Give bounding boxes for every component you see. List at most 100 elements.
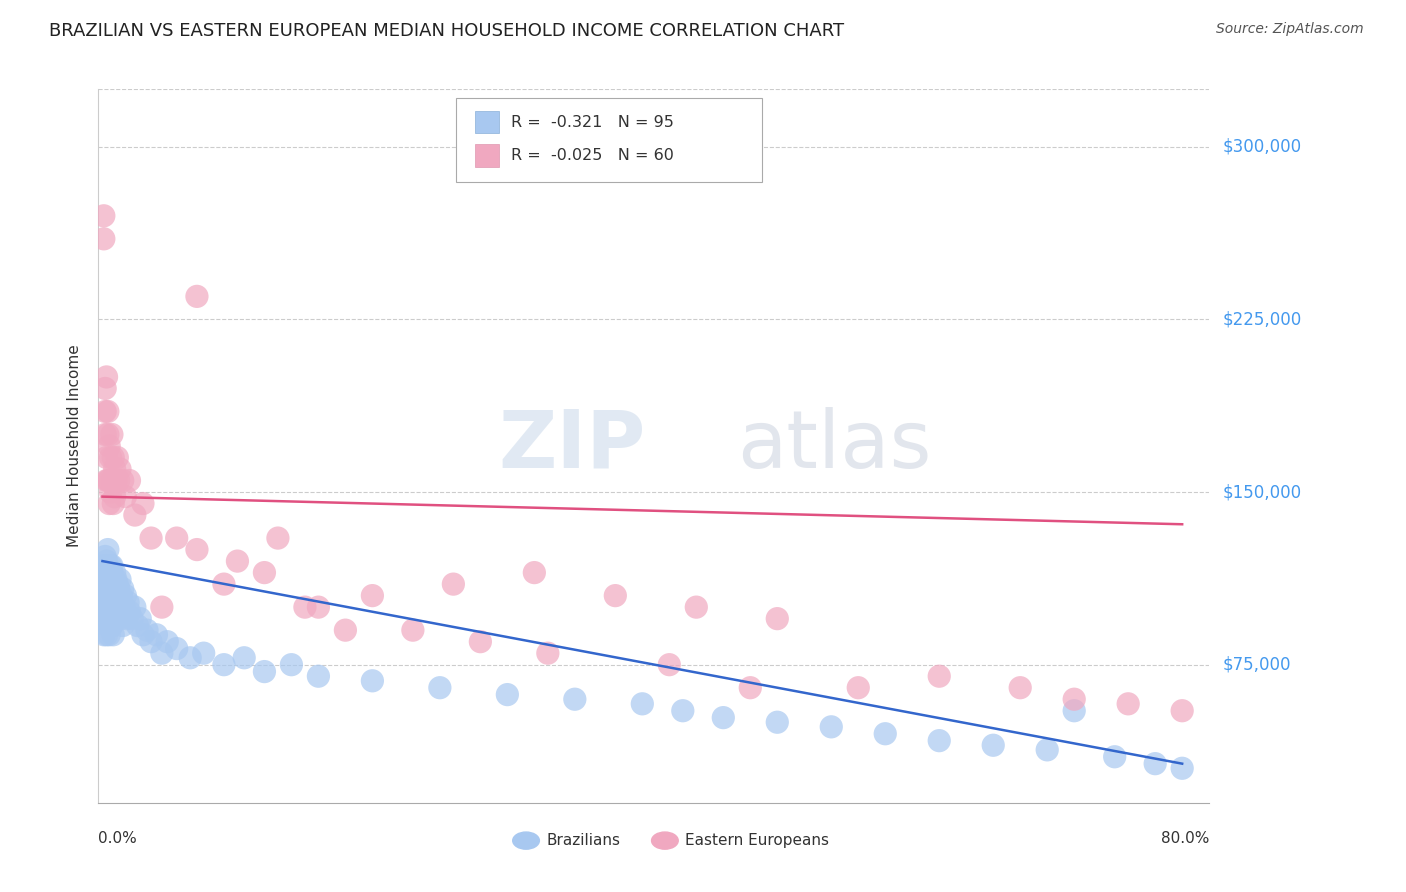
Point bbox=[139, 531, 162, 545]
Point bbox=[537, 646, 560, 660]
Point bbox=[441, 577, 464, 591]
Point bbox=[108, 612, 131, 626]
Point bbox=[93, 582, 115, 596]
Point bbox=[335, 623, 357, 637]
Point bbox=[233, 650, 256, 665]
Text: Eastern Europeans: Eastern Europeans bbox=[685, 833, 830, 848]
Point bbox=[179, 650, 201, 665]
Text: Source: ZipAtlas.com: Source: ZipAtlas.com bbox=[1216, 22, 1364, 37]
Point bbox=[523, 566, 546, 580]
Point bbox=[101, 566, 124, 580]
Text: $150,000: $150,000 bbox=[1223, 483, 1302, 501]
Point bbox=[108, 462, 131, 476]
Text: ZIP: ZIP bbox=[498, 407, 645, 485]
Point bbox=[94, 612, 117, 626]
FancyBboxPatch shape bbox=[456, 98, 762, 182]
Text: $225,000: $225,000 bbox=[1223, 310, 1302, 328]
Point bbox=[1171, 704, 1194, 718]
Point bbox=[93, 209, 115, 223]
Point bbox=[98, 628, 121, 642]
Point bbox=[104, 589, 127, 603]
Point bbox=[740, 681, 762, 695]
Point bbox=[136, 623, 159, 637]
Point bbox=[104, 612, 127, 626]
Point bbox=[1063, 704, 1085, 718]
Point bbox=[98, 566, 121, 580]
Point bbox=[470, 634, 492, 648]
Point bbox=[361, 673, 384, 688]
Text: Brazilians: Brazilians bbox=[546, 833, 620, 848]
Point bbox=[94, 595, 117, 609]
Point bbox=[97, 618, 120, 632]
Point bbox=[928, 669, 950, 683]
Point bbox=[1116, 697, 1139, 711]
Point bbox=[94, 549, 117, 564]
Point bbox=[685, 600, 707, 615]
Point bbox=[103, 589, 125, 603]
Point bbox=[93, 589, 115, 603]
Point bbox=[98, 497, 121, 511]
Point bbox=[104, 573, 127, 587]
Point bbox=[100, 600, 122, 615]
Point bbox=[294, 600, 316, 615]
Point bbox=[100, 582, 122, 596]
Point bbox=[114, 589, 136, 603]
Point bbox=[94, 381, 117, 395]
Text: atlas: atlas bbox=[737, 407, 931, 485]
Point bbox=[711, 711, 734, 725]
Point bbox=[96, 554, 118, 568]
Point bbox=[766, 612, 789, 626]
Point bbox=[107, 474, 129, 488]
Point bbox=[124, 600, 146, 615]
Point bbox=[150, 600, 173, 615]
Point bbox=[1104, 749, 1126, 764]
Point bbox=[156, 634, 179, 648]
Point bbox=[94, 427, 117, 442]
Point bbox=[105, 612, 128, 626]
Point bbox=[253, 665, 276, 679]
Point bbox=[105, 577, 128, 591]
Point bbox=[121, 612, 143, 626]
Point bbox=[212, 577, 235, 591]
Point bbox=[496, 688, 519, 702]
Point bbox=[605, 589, 627, 603]
Point bbox=[103, 628, 125, 642]
Point bbox=[1063, 692, 1085, 706]
Point bbox=[226, 554, 249, 568]
Point bbox=[307, 669, 329, 683]
Point bbox=[112, 600, 135, 615]
Point bbox=[115, 612, 138, 626]
Point bbox=[104, 462, 127, 476]
Point bbox=[110, 589, 132, 603]
Point bbox=[132, 497, 155, 511]
Point bbox=[97, 474, 120, 488]
Point bbox=[166, 641, 188, 656]
Point bbox=[101, 589, 124, 603]
Point bbox=[307, 600, 329, 615]
Text: $300,000: $300,000 bbox=[1223, 137, 1302, 156]
Text: R =  -0.025   N = 60: R = -0.025 N = 60 bbox=[510, 148, 673, 163]
Circle shape bbox=[651, 832, 678, 849]
Point bbox=[96, 605, 118, 619]
Point bbox=[93, 612, 115, 626]
Point bbox=[117, 595, 139, 609]
Point bbox=[96, 628, 118, 642]
Text: 80.0%: 80.0% bbox=[1161, 831, 1209, 847]
Point bbox=[97, 404, 120, 418]
Point bbox=[93, 558, 115, 573]
Point bbox=[101, 558, 124, 573]
Point bbox=[96, 573, 118, 587]
Point bbox=[118, 605, 141, 619]
Point bbox=[94, 404, 117, 418]
Point bbox=[98, 605, 121, 619]
Point bbox=[103, 573, 125, 587]
Point bbox=[1144, 756, 1167, 771]
Point bbox=[564, 692, 586, 706]
Point bbox=[280, 657, 302, 672]
Point bbox=[96, 450, 118, 465]
Point bbox=[97, 600, 120, 615]
Text: BRAZILIAN VS EASTERN EUROPEAN MEDIAN HOUSEHOLD INCOME CORRELATION CHART: BRAZILIAN VS EASTERN EUROPEAN MEDIAN HOU… bbox=[49, 22, 845, 40]
Point bbox=[981, 738, 1004, 752]
Y-axis label: Median Household Income: Median Household Income bbox=[67, 344, 83, 548]
Point bbox=[429, 681, 451, 695]
